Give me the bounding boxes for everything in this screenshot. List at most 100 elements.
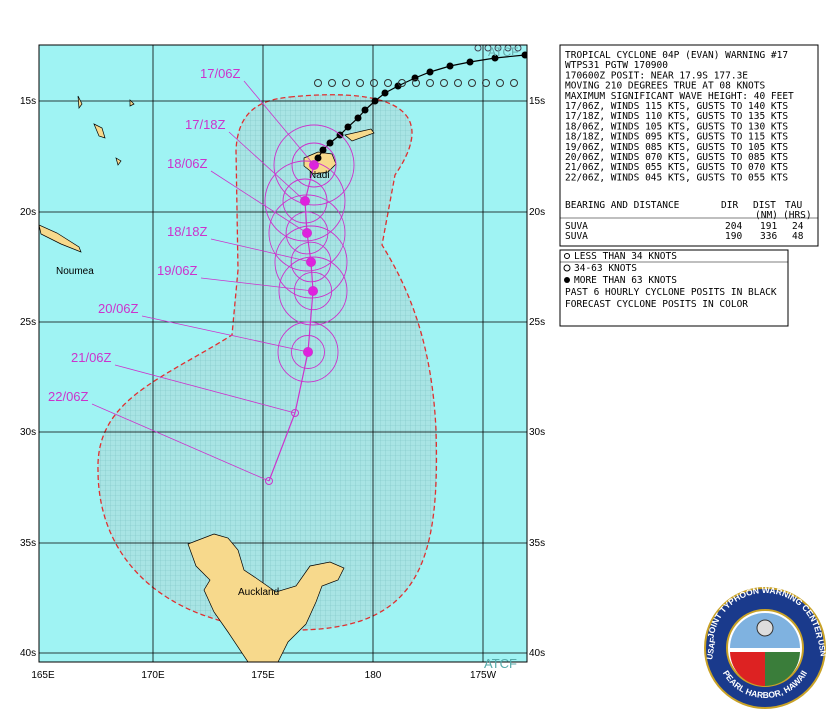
- legend-text: PAST 6 HOURLY CYCLONE POSITS IN BLACK: [565, 287, 777, 298]
- other-posit: [356, 79, 364, 87]
- past-posit: [491, 54, 499, 62]
- logo-text: USN: [816, 639, 826, 657]
- other-posit: [510, 79, 518, 87]
- label-leader: [141, 315, 309, 353]
- wind-radius: [273, 124, 355, 206]
- other-posit: [494, 45, 502, 52]
- forecast-line: 19/06Z, WINDS 085 KTS, GUSTS TO 105 KTS: [565, 142, 788, 153]
- table-header: DIR: [721, 200, 738, 211]
- wind-radius: [264, 160, 346, 242]
- label-leader: [210, 170, 308, 234]
- label-leader: [200, 277, 314, 292]
- lat-label: 35s: [529, 538, 545, 549]
- table-unit: (NM): [755, 210, 778, 221]
- forecast-time: 17/18Z: [185, 117, 226, 132]
- forecast-line: 18/06Z, WINDS 105 KTS, GUSTS TO 130 KTS: [565, 121, 788, 132]
- warning-box: [559, 44, 819, 247]
- warning-line: MAXIMUM SIGNIFICANT WAVE HEIGHT: 40 FEET: [565, 91, 794, 102]
- lon-label: 170E: [141, 670, 165, 681]
- logo-text: USAF: [705, 637, 718, 660]
- other-posit: [504, 45, 512, 52]
- label-leader: [228, 131, 306, 202]
- wind-radius: [278, 256, 348, 326]
- forecast-time: 18/06Z: [167, 156, 208, 171]
- place-label: Noumea: [56, 266, 94, 277]
- forecast-line: 20/06Z, WINDS 070 KTS, GUSTS TO 085 KTS: [565, 152, 788, 163]
- wind-radius: [291, 335, 325, 369]
- legend-symbol: [563, 264, 571, 272]
- source-label: ATCF: [488, 45, 518, 59]
- lat-label: 35s: [20, 538, 36, 549]
- wind-radius: [274, 225, 348, 299]
- past-posit: [371, 97, 379, 105]
- table-cell: 336: [760, 231, 777, 242]
- lat-label: 20s: [20, 207, 36, 218]
- past-track: [314, 45, 527, 162]
- table-cell: 190: [725, 231, 742, 242]
- legend-text: LESS THAN 34 KNOTS: [574, 251, 677, 262]
- wind-radius: [268, 194, 346, 272]
- map-frame: [38, 44, 528, 663]
- past-posit: [344, 123, 352, 131]
- table-header: TAU: [785, 200, 802, 211]
- past-posit: [319, 146, 327, 154]
- past-path: [317, 54, 526, 159]
- legend-text: MORE THAN 63 KNOTS: [574, 275, 677, 286]
- grid: [39, 45, 527, 662]
- table-cell: SUVA: [565, 221, 588, 232]
- other-posit: [468, 79, 476, 87]
- forecast-time: 20/06Z: [98, 301, 139, 316]
- forecast-posit: [291, 409, 299, 417]
- legend-symbol: [564, 277, 570, 283]
- lat-label: 30s: [20, 427, 36, 438]
- other-posit: [398, 79, 406, 87]
- forecast-line: 18/18Z, WINDS 095 KTS, GUSTS TO 115 KTS: [565, 132, 788, 143]
- lat-label: 30s: [529, 427, 545, 438]
- wind-radius: [277, 321, 339, 383]
- past-posit: [314, 154, 322, 162]
- table-header: DIST: [753, 200, 776, 211]
- past-posit: [381, 89, 389, 97]
- forecast-time: 19/06Z: [157, 263, 198, 278]
- forecast-time: 22/06Z: [48, 389, 89, 404]
- map: 17/06Z 17/18Z 18/06Z 18/18Z 19/06Z 20/06Z 21/0…: [39, 45, 527, 662]
- other-posit: [426, 79, 434, 87]
- other-posit: [370, 79, 378, 87]
- lat-label: 15s: [529, 96, 545, 107]
- legend-box: [559, 249, 789, 327]
- forecast-time: 18/18Z: [167, 224, 208, 239]
- other-posit: [496, 79, 504, 87]
- other-posit: [514, 45, 522, 52]
- wind-radius: [291, 142, 337, 188]
- lon-label: 165E: [31, 670, 55, 681]
- legend-text: 34-63 KNOTS: [574, 263, 637, 274]
- legend-symbol: [564, 253, 570, 259]
- past-posit: [521, 51, 527, 59]
- warning-line: TROPICAL CYCLONE 04P (EVAN) WARNING #17: [565, 50, 788, 61]
- table-cell: 204: [725, 221, 742, 232]
- danger-area: [97, 94, 438, 631]
- other-posit: [412, 79, 420, 87]
- lat-label: 25s: [20, 317, 36, 328]
- label-leader: [210, 238, 312, 263]
- legend-text: FORECAST CYCLONE POSITS IN COLOR: [565, 299, 748, 310]
- label-leader: [114, 364, 296, 414]
- lat-label: 40s: [529, 648, 545, 659]
- forecast-time: 17/06Z: [200, 66, 241, 81]
- past-posit: [426, 68, 434, 76]
- past-posit: [446, 62, 454, 70]
- forecast-track: 17/06Z 17/18Z 18/06Z 18/18Z 19/06Z 20/06Z 21/0…: [48, 66, 355, 485]
- warning-line: 170600Z POSIT: NEAR 17.9S 177.3E: [565, 70, 748, 81]
- other-posit: [474, 45, 482, 52]
- label-leader: [91, 403, 270, 482]
- table-cell: SUVA: [565, 231, 588, 242]
- wind-radius: [285, 211, 329, 255]
- lat-label: 25s: [529, 317, 545, 328]
- past-posit: [361, 106, 369, 114]
- past-posit: [354, 114, 362, 122]
- other-posit: [440, 79, 448, 87]
- past-posit: [394, 82, 402, 90]
- table-cell: 191: [760, 221, 777, 232]
- table-unit: (HRS): [783, 210, 812, 221]
